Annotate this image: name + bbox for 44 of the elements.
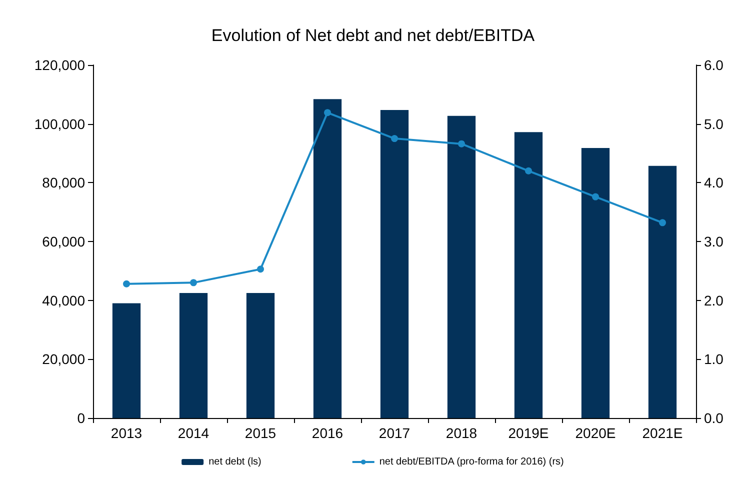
y-tick-label: 20,000 [42,351,86,368]
x-tick-label: 2016 [312,425,344,441]
bar [514,132,543,418]
bar [246,292,275,418]
y2-tick-label: 1.0 [704,351,724,368]
bar [581,148,610,418]
bar [112,303,141,418]
y-tick-label: 120,000 [34,57,86,73]
x-tick-label: 2021E [642,425,683,441]
x-tick-label: 2020E [575,425,616,441]
point [391,135,398,142]
bar [179,292,208,418]
point [525,167,532,174]
chart-title: Evolution of Net debt and net debt/EBITDA [211,26,536,45]
y2-tick-label: 6.0 [704,57,724,73]
x-tick-label: 2019E [508,425,549,441]
y-tick-label: 0 [77,410,86,426]
point [190,279,197,286]
point [659,219,666,226]
bar [313,99,342,418]
y2-tick-label: 4.0 [704,174,724,191]
point [592,193,599,200]
point [458,140,465,148]
x-tick-label: 2015 [244,425,276,441]
bar [447,116,476,418]
legend-label: net debt/EBITDA (pro-forma for 2016) (rs) [379,456,564,468]
legend-label: net debt (ls) [208,456,262,468]
point [324,109,331,116]
bar [648,166,677,418]
y-tick-label: 60,000 [42,234,86,250]
y-tick-label: 100,000 [34,116,86,132]
x-tick-label: 2018 [446,425,478,441]
y2-tick-label: 5.0 [704,116,724,132]
x-tick-label: 2014 [178,425,210,441]
y-tick-label: 80,000 [42,174,86,191]
point [123,280,130,288]
x-tick-label: 2017 [378,425,410,441]
y2-tick-label: 0.0 [704,410,724,426]
y-tick-label: 40,000 [42,292,86,308]
x-tick-label: 2013 [110,425,142,441]
point [257,266,264,273]
y2-tick-label: 3.0 [704,234,724,250]
bar [380,110,409,418]
y2-tick-label: 2.0 [704,292,724,308]
